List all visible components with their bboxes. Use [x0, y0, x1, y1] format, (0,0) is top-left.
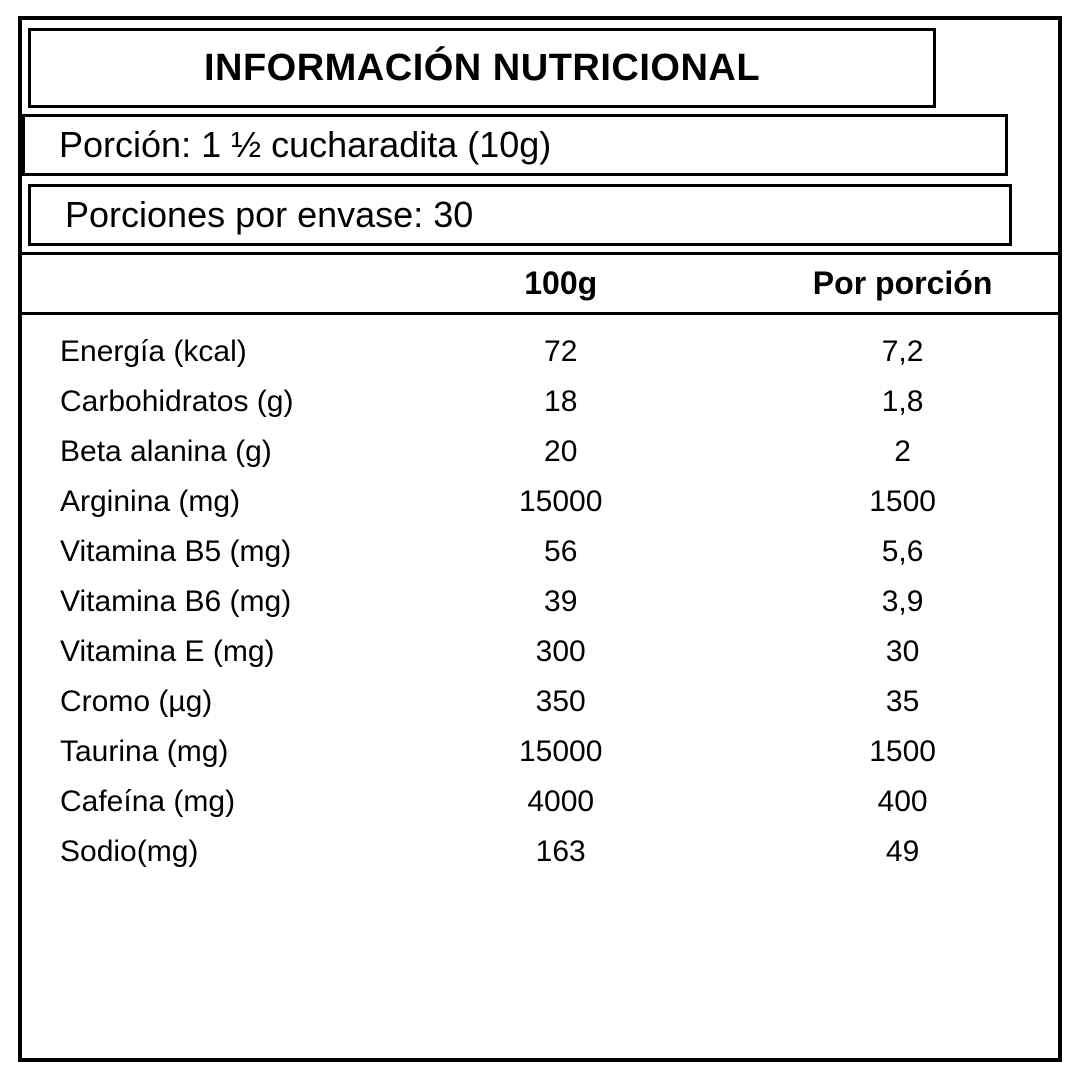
value-per-serving: 5,6 [881, 535, 924, 568]
nutrient-label: Arginina (mg) [60, 485, 241, 518]
value-100g: 15000 [518, 735, 603, 768]
nutrition-table: 100g Por porción Energía (kcal) 72 7,2 C… [22, 252, 1058, 877]
value-100g: 39 [544, 585, 578, 618]
value-100g: 15000 [518, 485, 603, 518]
table-row: Sodio(mg) 163 49 [22, 827, 1058, 877]
nutrient-label: Sodio(mg) [60, 835, 199, 868]
nutrient-label: Energía (kcal) [60, 335, 247, 368]
portion-box: Porción: 1 ½ cucharadita (10g) [22, 114, 1008, 176]
table-row: Taurina (mg) 15000 1500 [22, 727, 1058, 777]
value-100g: 4000 [527, 785, 595, 818]
nutrient-label: Cafeína (mg) [60, 785, 236, 818]
nutrient-label: Carbohidratos (g) [60, 385, 294, 418]
value-per-serving: 1500 [869, 735, 936, 768]
table-row: Arginina (mg) 15000 1500 [22, 477, 1058, 527]
nutrient-label: Vitamina B6 (mg) [60, 585, 292, 618]
table-row: Vitamina B5 (mg) 56 5,6 [22, 527, 1058, 577]
table-body: Energía (kcal) 72 7,2 Carbohidratos (g) … [22, 315, 1058, 877]
value-per-serving: 400 [877, 785, 928, 818]
value-100g: 72 [544, 335, 578, 368]
table-row: Cafeína (mg) 4000 400 [22, 777, 1058, 827]
table-header-row: 100g Por porción [22, 255, 1058, 315]
label-title-box: INFORMACIÓN NUTRICIONAL [28, 28, 936, 108]
value-per-serving: 35 [885, 685, 920, 718]
value-per-serving: 30 [885, 635, 920, 668]
nutrient-label: Cromo (µg) [60, 685, 213, 718]
nutrient-label: Taurina (mg) [60, 735, 229, 768]
value-100g: 56 [544, 535, 578, 568]
nutrient-label: Vitamina E (mg) [60, 635, 275, 668]
servings-box: Porciones por envase: 30 [28, 184, 1012, 246]
value-per-serving: 3,9 [881, 585, 924, 618]
col-header-100g: 100g [524, 265, 598, 301]
nutrition-label-border: INFORMACIÓN NUTRICIONAL Porción: 1 ½ cuc… [18, 16, 1062, 1062]
value-100g: 18 [544, 385, 578, 418]
table-row: Cromo (µg) 350 35 [22, 677, 1058, 727]
value-100g: 163 [535, 835, 586, 868]
portion-text: Porción: 1 ½ cucharadita (10g) [59, 124, 552, 165]
label-title: INFORMACIÓN NUTRICIONAL [203, 46, 761, 89]
value-per-serving: 49 [885, 835, 920, 868]
value-100g: 300 [535, 635, 586, 668]
table-row: Beta alanina (g) 20 2 [22, 427, 1058, 477]
value-per-serving: 1,8 [881, 385, 924, 418]
value-100g: 20 [544, 435, 578, 468]
table-row: Energía (kcal) 72 7,2 [22, 327, 1058, 377]
col-header-per-serving: Por porción [812, 265, 993, 301]
table-row: Carbohidratos (g) 18 1,8 [22, 377, 1058, 427]
value-per-serving: 7,2 [881, 335, 924, 368]
table-row: Vitamina B6 (mg) 39 3,9 [22, 577, 1058, 627]
value-per-serving: 1500 [869, 485, 936, 518]
value-per-serving: 2 [894, 435, 911, 468]
nutrient-label: Beta alanina (g) [60, 435, 272, 468]
value-100g: 350 [535, 685, 586, 718]
table-row: Vitamina E (mg) 300 30 [22, 627, 1058, 677]
nutrient-label: Vitamina B5 (mg) [60, 535, 292, 568]
servings-text: Porciones por envase: 30 [65, 194, 474, 235]
